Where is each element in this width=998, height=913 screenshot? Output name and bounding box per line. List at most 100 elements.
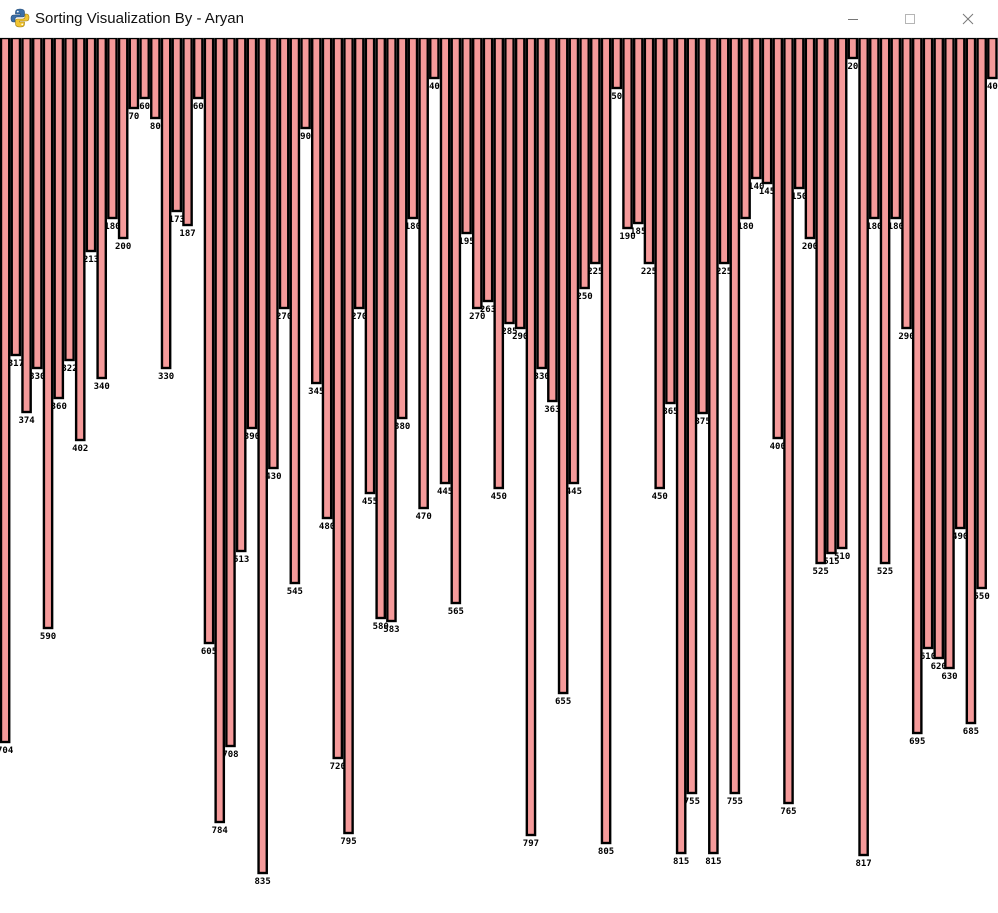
sort-bar — [74, 38, 86, 442]
sort-bar — [622, 38, 633, 230]
sort-bar — [632, 38, 644, 225]
sort-bar — [214, 38, 226, 824]
bar-value-label: 180 — [104, 222, 120, 232]
sort-bar — [343, 38, 354, 835]
sort-bar — [783, 38, 794, 805]
sort-bar — [429, 38, 440, 80]
sort-bar — [150, 38, 161, 120]
sort-bar — [0, 38, 11, 744]
sort-bar — [579, 38, 590, 290]
sort-bar — [386, 38, 397, 623]
bar-value-label: 290 — [898, 332, 914, 342]
sort-bar — [96, 38, 108, 380]
bar-value-label: 402 — [72, 444, 88, 454]
bar-value-label: 330 — [534, 372, 550, 382]
sort-bar — [557, 38, 569, 695]
bar-value-label: 180 — [866, 222, 882, 232]
sort-bar — [654, 38, 666, 490]
sort-bar — [235, 38, 247, 553]
sort-bar — [504, 38, 515, 325]
bar-value-label: 450 — [652, 492, 668, 502]
bar-value-label: 695 — [909, 737, 925, 747]
minimize-button[interactable] — [830, 0, 876, 38]
bar-value-label: 322 — [61, 364, 77, 374]
bar-value-label: 630 — [941, 672, 957, 682]
sort-bar — [536, 38, 547, 370]
sort-bar — [922, 38, 934, 650]
sort-bar — [353, 38, 365, 310]
sort-bar — [439, 38, 451, 485]
close-button[interactable] — [945, 0, 991, 38]
bar-value-label: 140 — [748, 182, 764, 192]
bar-value-label: 490 — [952, 532, 968, 542]
sort-bar — [933, 38, 945, 660]
sort-bar — [911, 38, 923, 735]
bar-value-label: 180 — [405, 222, 421, 232]
sort-bar — [890, 38, 902, 220]
sort-bar — [954, 38, 966, 530]
bar-value-label: 470 — [415, 512, 431, 522]
sort-bar — [976, 38, 987, 590]
bar-value-label: 270 — [351, 312, 367, 322]
bar-value-label: 515 — [823, 557, 839, 567]
sort-bar — [21, 38, 32, 414]
bar-value-label: 610 — [920, 652, 936, 662]
title-bar[interactable]: Sorting Visualization By - Aryan — [0, 0, 998, 38]
sort-bar — [450, 38, 462, 605]
bar-value-label: 784 — [212, 826, 229, 836]
bar-value-label: 225 — [587, 267, 603, 277]
sort-bar — [268, 38, 279, 470]
sort-bar — [85, 38, 97, 253]
bar-value-label: 374 — [18, 416, 35, 426]
bar-value-label: 755 — [727, 797, 743, 807]
bar-value-label: 510 — [834, 552, 850, 562]
sort-bar — [257, 38, 268, 875]
sort-bar — [643, 38, 655, 265]
bar-value-label: 363 — [544, 405, 560, 415]
bar-value-label: 380 — [394, 422, 410, 432]
bar-value-label: 60 — [139, 102, 150, 112]
bar-value-label: 40 — [987, 82, 998, 92]
bar-value-label: 145 — [759, 187, 775, 197]
sort-bar — [375, 38, 387, 620]
sort-bar — [847, 38, 859, 60]
sort-bar — [117, 38, 129, 240]
bar-value-label: 805 — [598, 847, 614, 857]
window-title: Sorting Visualization By - Aryan — [35, 10, 244, 27]
sort-bar — [31, 38, 43, 370]
bar-value-label: 525 — [813, 567, 829, 577]
visualization-canvas: 7043173743305903603224022133401802007060… — [0, 38, 998, 913]
bar-value-label: 655 — [555, 697, 571, 707]
sort-bar — [761, 38, 773, 185]
sort-bar — [879, 38, 891, 565]
sort-bar — [772, 38, 784, 440]
bar-value-label: 180 — [737, 222, 753, 232]
maximize-button[interactable] — [887, 0, 933, 38]
sort-bar — [547, 38, 558, 403]
bar-value-label: 80 — [150, 122, 161, 132]
bar-value-label: 605 — [201, 647, 217, 657]
sort-bar — [686, 38, 698, 795]
sort-bar — [203, 38, 215, 645]
bar-value-label: 270 — [469, 312, 485, 322]
sort-bar — [300, 38, 311, 130]
bar-value-label: 360 — [51, 402, 67, 412]
bar-value-label: 400 — [770, 442, 786, 452]
bar-value-label: 190 — [619, 232, 635, 242]
bar-value-label: 90 — [300, 132, 311, 142]
sort-bar — [418, 38, 429, 510]
sort-bar — [42, 38, 54, 630]
sort-bar — [53, 38, 65, 400]
bar-value-label: 365 — [662, 407, 678, 417]
sort-bar — [332, 38, 344, 760]
sort-bar — [321, 38, 333, 520]
bar-value-label: 225 — [716, 267, 732, 277]
bar-value-label: 450 — [491, 492, 507, 502]
bar-value-label: 835 — [255, 877, 271, 887]
bar-value-label: 580 — [373, 622, 389, 632]
sort-bar — [10, 38, 22, 357]
sort-bar — [482, 38, 494, 303]
bar-value-label: 565 — [448, 607, 464, 617]
bar-value-label: 200 — [115, 242, 131, 252]
